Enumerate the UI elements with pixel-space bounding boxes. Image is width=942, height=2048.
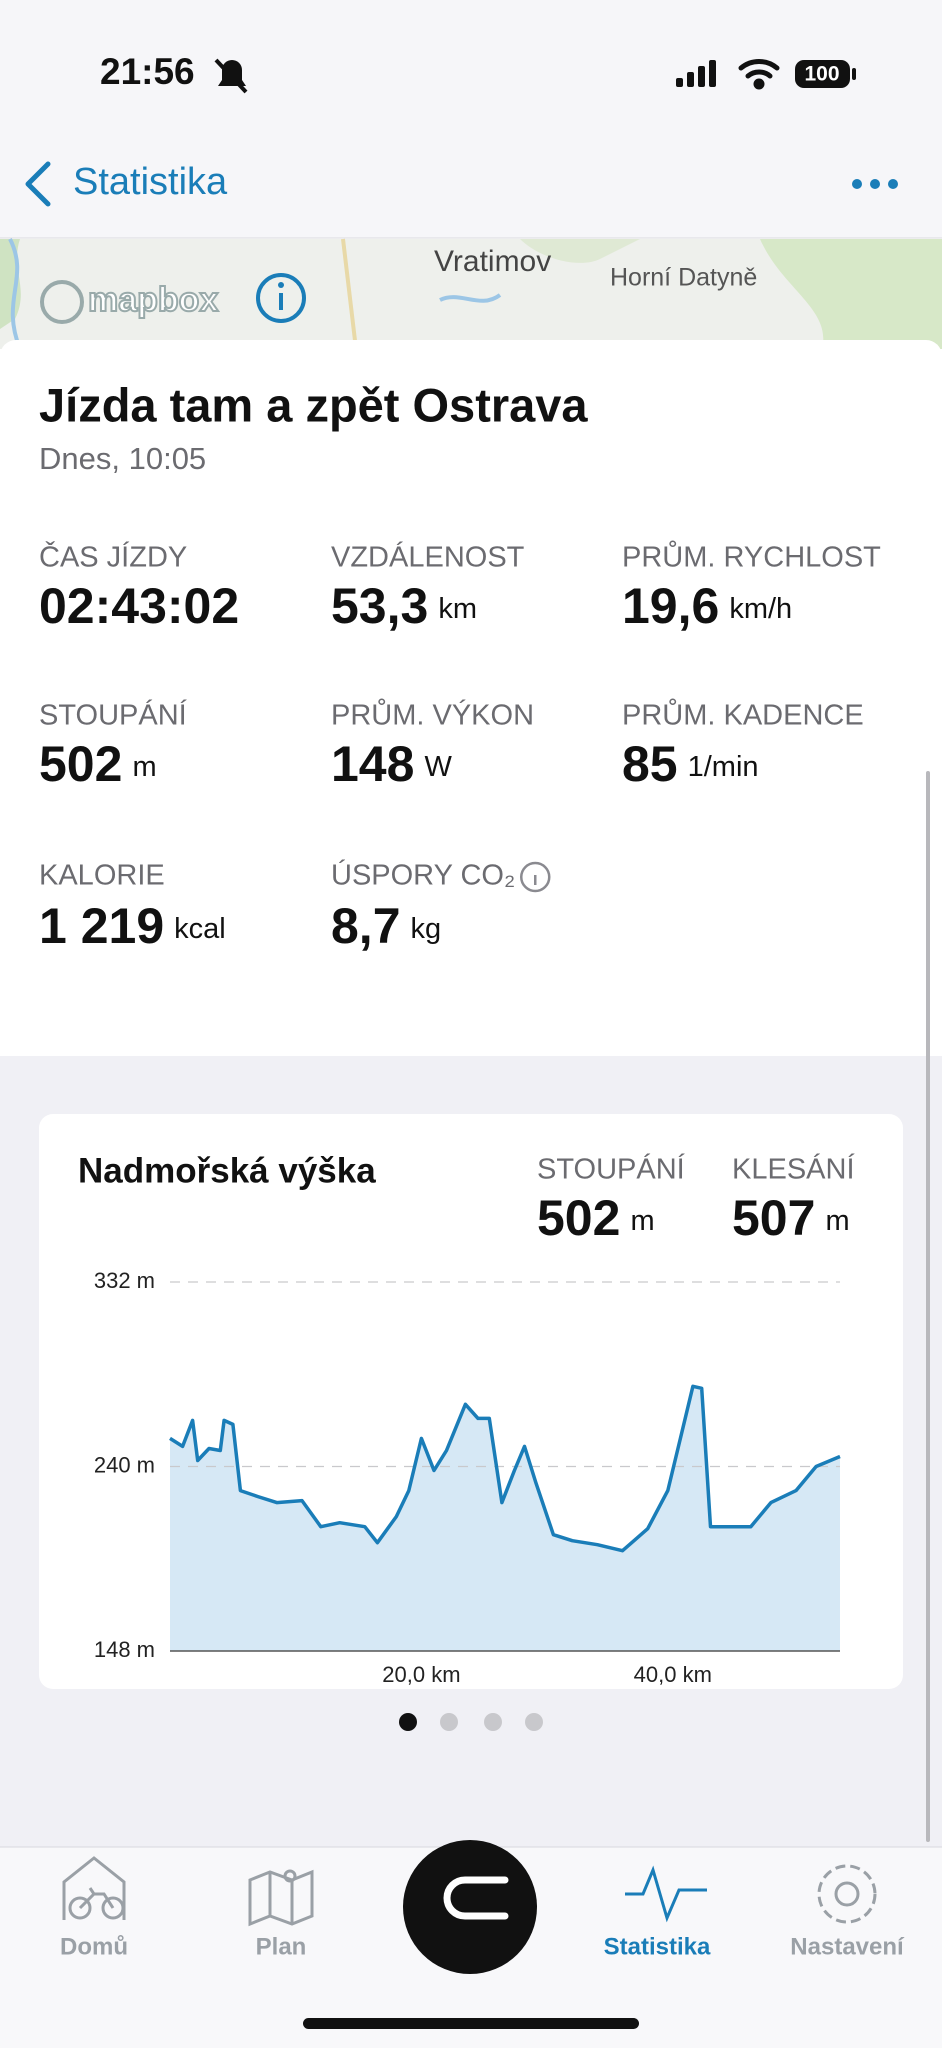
record-button[interactable] [403,1840,537,1974]
info-icon [520,861,551,893]
x-tick-label: 40,0 km [634,1662,712,1687]
stat-number: 8,7 [331,898,401,954]
y-tick-label: 148 m [94,1637,155,1662]
summary-number: 507 [732,1190,815,1246]
summary-number: 502 [537,1190,620,1246]
y-tick-label: 240 m [94,1452,155,1477]
stat-label: PRŮM. VÝKON [331,698,534,732]
stats-grid: ČAS JÍZDY 02:43:02 VZDÁLENOST 53,3 km PRŮM. R… [39,540,881,955]
stat-value: 502 m [39,736,157,792]
battery-tip [852,68,856,80]
stat-label: PRŮM. RYCHLOST [622,540,881,574]
chart-title: Nadmořská výška [78,1151,376,1190]
stat-number: 02:43:02 [39,578,239,634]
stat-value: 53,3 km [331,578,477,634]
map-attribution[interactable]: mapbox [87,280,219,320]
tab-settings[interactable]: Nastavení [790,1933,905,1960]
elevation-line [169,1384,841,1553]
stat-label: KALORIE [39,860,165,892]
back-chevron[interactable] [25,161,51,207]
page-indicator[interactable] [399,1713,543,1731]
home-indicator [303,2018,639,2029]
stat-number: 19,6 [622,578,719,634]
stat-label: STOUPÁNÍ [39,699,188,732]
chart-summary: STOUPÁNÍ 502 m KLESÁNÍ 507 m [537,1153,855,1247]
summary-unit: m [825,1205,849,1237]
summary-unit: m [630,1205,654,1237]
stat-number: 85 [622,736,678,792]
map-label: Vratimov [434,245,551,278]
more-button[interactable] [852,179,898,189]
stat-unit: kcal [174,913,226,945]
stat-number: 1 219 [39,898,164,954]
map-info-glyph [278,282,284,288]
tab-home[interactable]: Domů [60,1933,128,1960]
battery-level: 100 [804,63,839,86]
activity-title: Jízda tam a zpět Ostrava [39,378,588,431]
stat-label: VZDÁLENOST [331,541,525,574]
stat-unit: kg [411,913,442,945]
stat-unit: km [438,593,477,625]
stat-value: 19,6 km/h [622,578,792,634]
stat-unit: W [424,751,452,783]
activity-card [0,340,942,1056]
header-bg [0,0,942,238]
activity-date: Dnes, 10:05 [39,441,206,476]
summary-value: 507 m [732,1190,850,1246]
battery [795,60,850,88]
stat-value: 148 W [331,736,452,792]
x-tick-label: 20,0 km [382,1662,460,1687]
stat-label: ČAS JÍZDY [39,540,187,574]
mapbox-logo [40,280,84,324]
tab-home-icon [62,1856,126,1920]
back-button[interactable]: Statistika [73,161,228,203]
stat-unit: 1/min [688,751,759,783]
stat-value: 1 219 kcal [39,898,226,954]
tab-statistics[interactable]: Statistika [604,1933,711,1960]
map-info-button[interactable] [256,273,306,323]
summary-label: KLESÁNÍ [732,1153,855,1186]
status-time: 21:56 [100,51,195,92]
elevation-plot: 148 m 240 m 332 m 20,0 km 40,0 km [94,1268,841,1687]
signal-icon [676,60,716,87]
stat-unit: km/h [729,593,792,625]
wifi-icon [738,59,780,90]
mute-icon [214,58,248,94]
summary-label: STOUPÁNÍ [537,1153,686,1186]
map-road [341,238,358,350]
tab-stats-icon [625,1865,707,1923]
map-river [8,238,22,350]
stat-number: 502 [39,736,122,792]
stat-value: 85 1/min [622,736,759,792]
stat-label: ÚSPORY CO₂ [331,859,515,892]
tab-plan-icon [248,1869,314,1927]
stat-number: 53,3 [331,578,428,634]
record-icon [443,1876,509,1920]
elevation-area [170,1386,840,1651]
stat-value: 02:43:02 [39,578,239,634]
map-park [520,239,640,263]
map-park [760,239,942,349]
map-river [439,293,502,303]
stat-number: 148 [331,736,414,792]
tab-plan[interactable]: Plan [256,1933,307,1960]
stat-unit: m [132,751,156,783]
stat-label: PRŮM. KADENCE [622,698,864,732]
scrollbar [926,771,930,1842]
tab-settings-icon [817,1864,877,1924]
stat-value: 8,7 kg [331,898,441,954]
y-tick-label: 332 m [94,1268,155,1293]
summary-value: 502 m [537,1190,655,1246]
map-label: Horní Datyně [610,264,757,292]
